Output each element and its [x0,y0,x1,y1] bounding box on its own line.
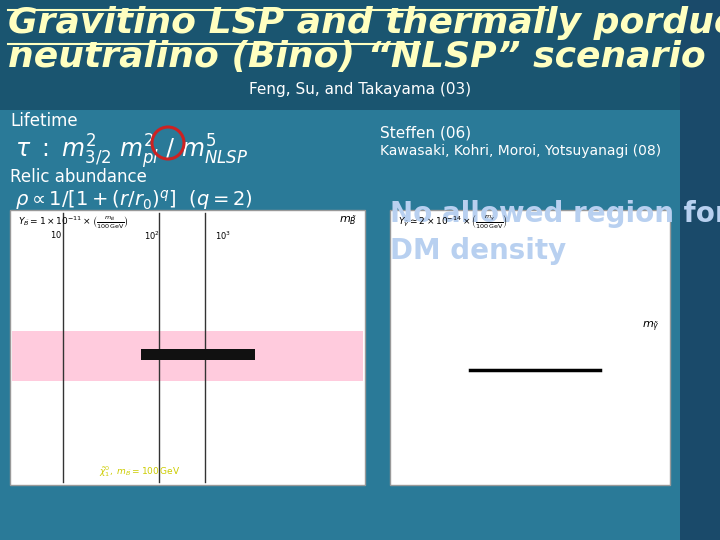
FancyBboxPatch shape [390,210,670,485]
Text: $m_{\tilde{B}}$: $m_{\tilde{B}}$ [339,214,357,227]
Text: $\tau\ :\ m^2_{3/2}\ m^2_{pl}\ /\ m^5_{NLSP}$: $\tau\ :\ m^2_{3/2}\ m^2_{pl}\ /\ m^5_{N… [15,132,248,171]
FancyBboxPatch shape [680,0,720,540]
Text: Kawasaki, Kohri, Moroi, Yotsuyanagi (08): Kawasaki, Kohri, Moroi, Yotsuyanagi (08) [380,144,661,158]
Text: $10^2$: $10^2$ [144,230,160,241]
Text: $m_{\tilde{\gamma}}$: $m_{\tilde{\gamma}}$ [642,320,660,334]
Text: $\rho \propto 1/[1+(r/r_0)^q]\ \ (q=2)$: $\rho \propto 1/[1+(r/r_0)^q]\ \ (q=2)$ [15,188,253,212]
Text: neutralino (Bino) “NLSP” scenario: neutralino (Bino) “NLSP” scenario [8,40,706,74]
Text: No allowed region for
DM density: No allowed region for DM density [390,200,720,265]
Text: Gravitino LSP and thermally porduced: Gravitino LSP and thermally porduced [8,6,720,40]
FancyBboxPatch shape [10,210,365,485]
Text: $\tilde{\chi}^0_1,\ m_{\tilde{B}}=100\,\mathrm{GeV}$: $\tilde{\chi}^0_1,\ m_{\tilde{B}}=100\,\… [99,464,180,479]
Text: $10$: $10$ [50,230,62,240]
Text: $10^3$: $10^3$ [215,230,231,241]
Text: Lifetime: Lifetime [10,112,78,130]
Text: Feng, Su, and Takayama (03): Feng, Su, and Takayama (03) [249,82,471,97]
FancyBboxPatch shape [12,331,363,381]
Text: Relic abundance: Relic abundance [10,168,147,186]
Text: $Y_{\tilde{\gamma}} \simeq 2\times 10^{-14}\times\left(\frac{m_{\tilde{\gamma}}}: $Y_{\tilde{\gamma}} \simeq 2\times 10^{-… [398,214,508,231]
FancyBboxPatch shape [0,0,720,110]
Text: $Y_{\tilde{B}} = 1\times 10^{-11}\times\left(\frac{m_{\tilde{B}}}{100\,\mathrm{G: $Y_{\tilde{B}} = 1\times 10^{-11}\times\… [18,214,129,231]
Text: Steffen (06): Steffen (06) [380,125,471,140]
FancyBboxPatch shape [141,349,255,360]
